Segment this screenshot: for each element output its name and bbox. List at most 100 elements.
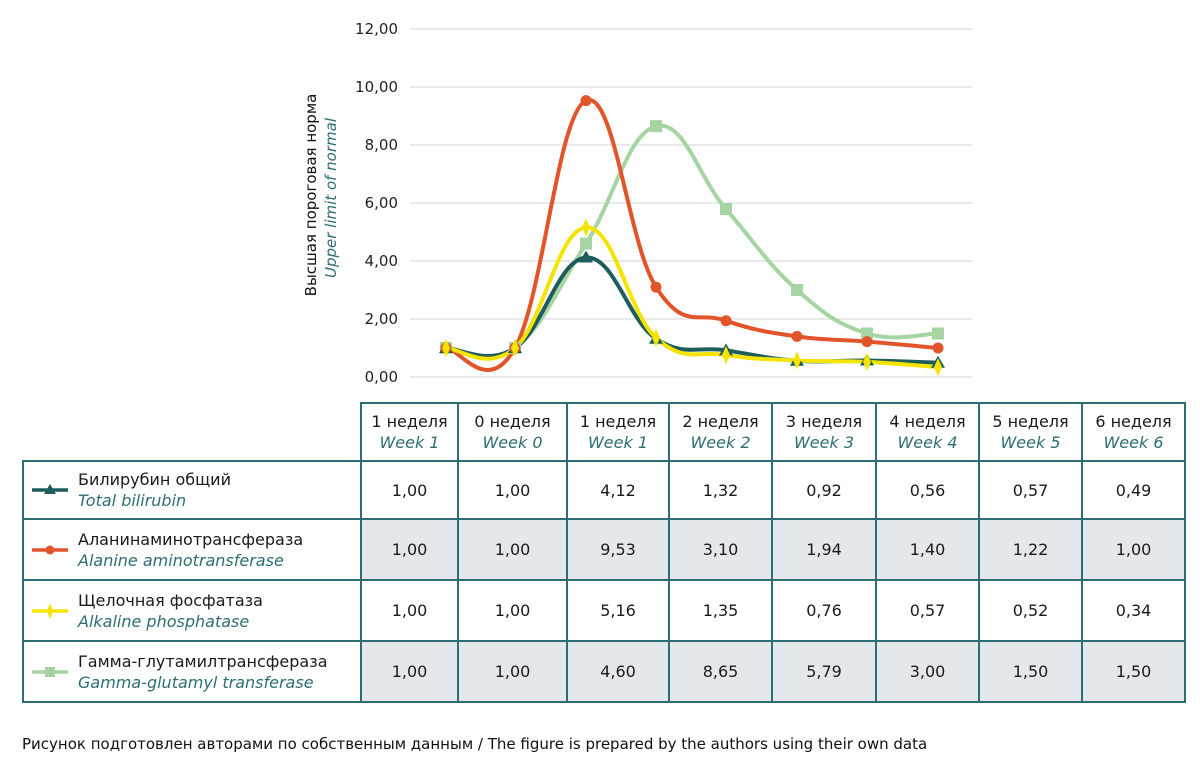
table-cell-value: 0,56 xyxy=(875,460,980,520)
column-header: 5 неделя Week 5 xyxy=(978,402,1083,462)
y-axis-label-en: Upper limit of normal xyxy=(322,117,340,278)
data-point xyxy=(722,345,730,364)
table-cell-value: 1,22 xyxy=(978,518,1083,581)
table-cell-value: 4,60 xyxy=(566,640,670,703)
column-header: 2 неделя Week 2 xyxy=(668,402,773,462)
table-cell-value: 0,34 xyxy=(1081,579,1186,642)
column-header-ru: 1 неделя xyxy=(371,412,448,431)
table-cell-value: 0,92 xyxy=(771,460,877,520)
series-markers xyxy=(439,95,945,377)
data-point xyxy=(650,281,662,293)
data-point xyxy=(442,339,450,357)
data-point xyxy=(580,95,592,107)
chart-plot: 0,00 2,00 4,00 6,00 8,00 10,00 12,00 Высшая по… xyxy=(302,20,972,386)
data-point xyxy=(791,330,803,342)
legend-marker xyxy=(44,484,56,494)
column-header-en: Week 3 xyxy=(793,433,855,452)
legend-symbol-icon xyxy=(32,484,68,494)
table-cell-value: 1,40 xyxy=(875,518,980,581)
legend-symbol-icon xyxy=(32,602,68,619)
table-cell-value: 1,00 xyxy=(360,640,459,703)
data-point xyxy=(720,203,732,216)
series-legend-cell: Аланинаминотрансфераза Alanine aminotrans… xyxy=(22,518,362,581)
column-header-en: Week 4 xyxy=(897,433,958,452)
table-cell-value: 5,16 xyxy=(566,579,670,642)
y-axis-ticks: 0,00 2,00 4,00 6,00 8,00 10,00 12,00 xyxy=(355,20,398,386)
series-line-1 xyxy=(445,98,939,372)
series-legend-cell: Щелочная фосфатаза Alkaline phosphatase xyxy=(22,579,362,642)
legend-symbol-icon xyxy=(32,545,68,554)
table-cell-value: 0,76 xyxy=(771,579,877,642)
column-header: 3 неделя Week 3 xyxy=(771,402,877,462)
column-header-en: Week 6 xyxy=(1103,433,1164,452)
series-name-en: Alanine aminotransferase xyxy=(78,550,284,570)
data-point xyxy=(793,351,801,370)
table-cell-value: 1,32 xyxy=(668,460,773,520)
column-header-en: Week 5 xyxy=(1000,433,1061,452)
table-cell-value: 5,79 xyxy=(771,640,877,703)
y-axis-label: Высшая пороговая норма Upper limit of nor… xyxy=(302,94,340,297)
column-header-ru: 4 неделя xyxy=(889,412,966,431)
table-row: Щелочная фосфатаза Alkaline phosphatase 1,… xyxy=(22,579,1186,642)
data-point xyxy=(861,336,873,348)
series-legend-cell: Гамма-глутамилтрансфераза Gamma-glutamyl … xyxy=(22,640,362,703)
data-point xyxy=(582,218,590,237)
table-cell-value: 1,00 xyxy=(1081,518,1186,581)
column-header-ru: 3 неделя xyxy=(785,412,863,431)
table-cell-value: 1,50 xyxy=(1081,640,1186,703)
table-cell-value: 1,50 xyxy=(978,640,1083,703)
column-header-en: Week 0 xyxy=(482,433,543,452)
table-cell-value: 4,12 xyxy=(566,460,670,520)
table-cell-value: 1,94 xyxy=(771,518,877,581)
data-point xyxy=(932,327,944,340)
column-header-ru: 2 неделя xyxy=(682,412,759,431)
legend-marker xyxy=(45,545,55,554)
table-cell-value: 1,35 xyxy=(668,579,773,642)
table-cell-value: 0,49 xyxy=(1081,460,1186,520)
series-name-ru: Билирубин общий xyxy=(78,470,231,489)
column-header-en: Week 1 xyxy=(379,433,440,452)
y-tick-label: 8,00 xyxy=(365,136,398,154)
data-point xyxy=(511,339,519,357)
table-cell-value: 1,00 xyxy=(360,518,459,581)
series-legend-cell: Билирубин общий Total bilirubin xyxy=(22,460,362,520)
legend-marker xyxy=(45,666,55,677)
table-cell-value: 1,00 xyxy=(457,460,568,520)
table-row: Аланинаминотрансфераза Alanine aminotrans… xyxy=(22,518,1186,581)
table-cell-value: 1,00 xyxy=(360,460,459,520)
legend-marker xyxy=(47,602,53,619)
column-header: 0 неделя Week 0 xyxy=(457,402,568,462)
table-cell-value: 0,57 xyxy=(978,460,1083,520)
data-point xyxy=(652,328,660,347)
legend-symbol-icon xyxy=(32,666,68,677)
table-cell-value: 0,52 xyxy=(978,579,1083,642)
series-name-en: Gamma-glutamyl transferase xyxy=(78,672,314,692)
y-axis-label-ru: Высшая пороговая норма xyxy=(302,94,320,297)
data-point xyxy=(720,315,732,327)
table-header-row: 1 неделя Week 1 0 неделя Week 0 1 неделя Week… xyxy=(23,402,1186,462)
series-line-3 xyxy=(445,123,939,360)
table-cell-value: 1,00 xyxy=(457,518,568,581)
y-tick-label: 6,00 xyxy=(365,194,398,212)
series-name-ru: Гамма-глутамилтрансфераза xyxy=(78,651,328,671)
column-header-ru: 0 неделя xyxy=(474,412,551,431)
column-header-ru: 1 неделя xyxy=(579,412,657,431)
table-cell-value: 3,00 xyxy=(875,640,980,703)
series-name-en: Total bilirubin xyxy=(78,491,187,510)
data-point xyxy=(650,120,662,133)
y-tick-label: 0,00 xyxy=(365,368,398,386)
column-header: 6 неделя Week 6 xyxy=(1081,402,1186,462)
table-row: Билирубин общий Total bilirubin 1,00 1,00 4,… xyxy=(22,460,1186,520)
table-cell-value: 0,57 xyxy=(875,579,980,642)
column-header: 1 неделя Week 1 xyxy=(360,402,459,462)
table-row: Гамма-глутамилтрансфераза Gamma-glutamyl … xyxy=(22,640,1186,703)
data-point xyxy=(863,352,871,371)
column-header: 1 неделя Week 1 xyxy=(566,402,670,462)
data-point xyxy=(579,250,593,263)
column-header-en: Week 1 xyxy=(587,433,649,452)
column-header: 4 неделя Week 4 xyxy=(875,402,980,462)
data-point xyxy=(791,284,803,296)
table-cell-value: 8,65 xyxy=(668,640,773,703)
table-cell-value: 3,10 xyxy=(668,518,773,581)
column-header-en: Week 2 xyxy=(690,433,751,452)
